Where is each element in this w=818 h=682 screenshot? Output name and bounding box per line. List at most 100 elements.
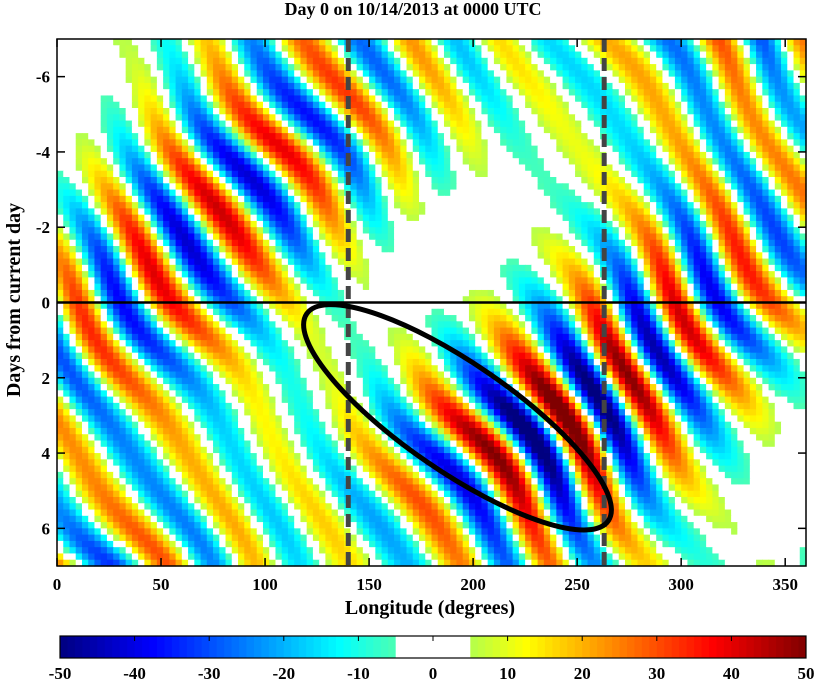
heat-cell xyxy=(406,271,414,278)
heat-cell xyxy=(406,158,414,166)
heat-cell xyxy=(668,246,676,253)
heat-cell xyxy=(387,164,395,172)
heat-cell xyxy=(481,120,489,128)
heat-cell xyxy=(743,164,751,172)
heat-cell xyxy=(525,89,532,97)
heat-cell xyxy=(643,39,651,46)
heat-cell xyxy=(163,139,170,147)
heat-cell xyxy=(400,120,408,128)
heat-cell xyxy=(606,258,614,266)
heat-cell xyxy=(225,189,233,197)
heat-cell xyxy=(238,139,245,147)
heat-cell xyxy=(425,64,433,71)
heat-cell xyxy=(344,183,351,191)
heat-cell xyxy=(250,283,258,291)
heat-cell xyxy=(487,220,495,228)
heat-cell xyxy=(456,101,464,109)
heat-cell xyxy=(743,271,751,278)
heat-cell xyxy=(369,139,376,147)
heat-cell xyxy=(406,283,414,291)
heat-cell xyxy=(562,45,570,53)
heat-cell xyxy=(643,51,651,59)
heat-cell xyxy=(238,164,245,172)
heat-cell xyxy=(225,89,233,97)
heat-cell xyxy=(113,164,121,172)
heat-cell xyxy=(57,51,64,59)
heat-cell xyxy=(749,289,757,297)
heat-cell xyxy=(531,64,539,71)
heat-cell xyxy=(331,120,339,128)
heat-cell xyxy=(500,120,507,128)
heat-cell xyxy=(718,108,726,115)
heat-cell xyxy=(475,246,483,253)
heat-cell xyxy=(125,145,133,153)
heat-cell xyxy=(425,114,433,122)
heat-cell xyxy=(437,258,445,266)
heat-cell xyxy=(156,289,164,297)
heat-cell xyxy=(138,95,145,103)
heat-cell xyxy=(262,252,270,260)
heat-cell xyxy=(500,283,507,291)
heat-cell xyxy=(787,246,795,253)
heat-cell xyxy=(362,227,370,235)
heat-cell xyxy=(512,51,520,59)
heat-cell xyxy=(493,126,501,134)
heat-cell xyxy=(712,126,720,134)
heat-cell xyxy=(743,264,751,272)
heat-cell xyxy=(487,82,495,90)
heat-cell xyxy=(163,271,170,278)
heat-cell xyxy=(400,164,408,172)
heat-cell xyxy=(138,271,145,278)
heat-cell xyxy=(94,139,102,147)
heat-cell xyxy=(231,158,239,166)
heat-cell xyxy=(69,70,77,78)
heat-cell xyxy=(643,82,651,90)
heat-cell xyxy=(575,114,582,122)
heat-cell xyxy=(774,126,782,134)
heat-cell xyxy=(468,202,476,209)
heat-cell xyxy=(431,239,439,247)
heat-cell xyxy=(468,51,476,59)
heat-cell xyxy=(468,108,476,115)
heat-cell xyxy=(649,177,657,184)
heat-cell xyxy=(219,277,227,285)
heat-cell xyxy=(181,277,189,285)
heat-cell xyxy=(637,145,645,153)
heat-cell xyxy=(306,264,314,272)
heat-cell xyxy=(637,239,645,247)
heat-cell xyxy=(437,264,445,272)
heat-cell xyxy=(94,70,102,78)
heat-cell xyxy=(662,45,670,53)
heat-cell xyxy=(443,258,451,266)
heat-cell xyxy=(81,252,89,260)
heat-cell xyxy=(406,39,414,46)
heat-cell xyxy=(606,177,614,184)
heat-cell xyxy=(731,183,738,191)
heat-cell xyxy=(762,45,770,53)
heat-cell xyxy=(138,246,145,253)
heat-cell xyxy=(456,246,464,253)
heat-cell xyxy=(518,39,526,46)
heat-cell xyxy=(618,120,626,128)
heat-cell xyxy=(281,89,289,97)
heat-cell xyxy=(774,51,782,59)
heat-cell xyxy=(543,64,551,71)
heat-cell xyxy=(275,189,283,197)
heat-cell xyxy=(200,120,208,128)
heat-cell xyxy=(238,177,245,184)
heat-cell xyxy=(144,289,152,297)
heat-cell xyxy=(718,82,726,90)
heat-cell xyxy=(231,76,239,84)
heat-cell xyxy=(581,195,589,203)
heat-cell xyxy=(481,258,489,266)
heat-cell xyxy=(125,151,133,159)
heat-cell xyxy=(381,89,389,97)
heat-cell xyxy=(431,57,439,65)
heat-cell xyxy=(662,145,670,153)
heat-cell xyxy=(300,183,308,191)
heat-cell xyxy=(768,283,776,291)
heat-cell xyxy=(674,227,682,235)
heat-cell xyxy=(618,208,626,216)
heat-cell xyxy=(637,89,645,97)
heat-cell xyxy=(400,51,408,59)
